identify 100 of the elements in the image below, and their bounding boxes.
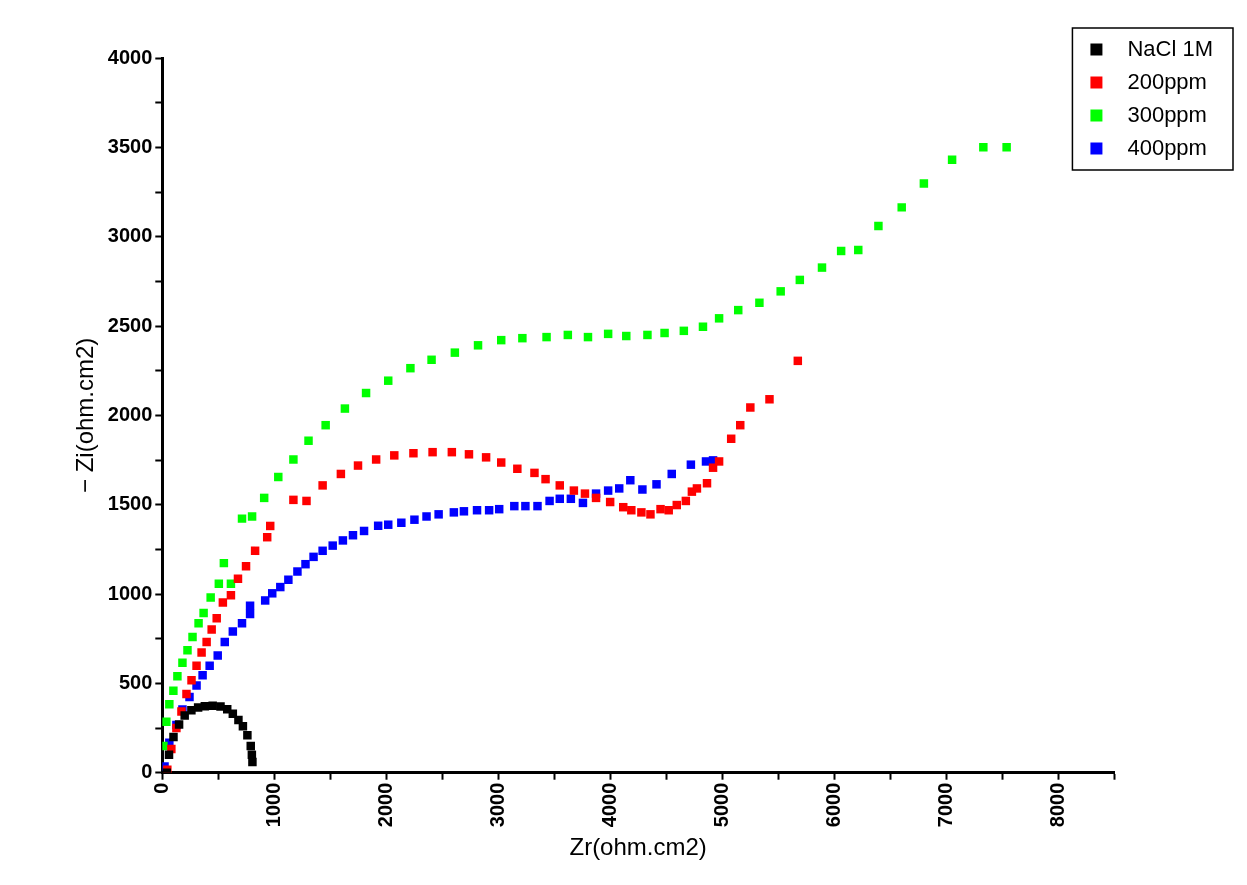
point: [450, 348, 460, 357]
point: [321, 420, 330, 430]
point: [714, 457, 724, 466]
point: [533, 501, 542, 511]
point: [390, 451, 399, 460]
point: [569, 486, 579, 495]
y-tick-label: 3000: [107, 224, 153, 247]
point: [199, 608, 208, 618]
point: [755, 298, 764, 308]
point: [708, 463, 718, 472]
point: [637, 508, 646, 517]
x-tick-label: 3000: [485, 782, 508, 828]
point: [241, 562, 251, 571]
point: [698, 322, 708, 331]
point: [202, 637, 211, 647]
point: [473, 341, 483, 350]
point: [289, 455, 298, 464]
point: [237, 619, 247, 628]
point: [580, 489, 590, 498]
point: [410, 515, 419, 524]
point: [248, 757, 257, 767]
point: [1002, 142, 1011, 152]
point: [521, 501, 530, 511]
point: [193, 703, 203, 712]
y-tick-label: 2500: [107, 313, 153, 336]
x-tick-label: 2000: [373, 782, 396, 828]
point: [622, 331, 631, 341]
point: [260, 596, 270, 605]
point: [686, 460, 696, 469]
point: [208, 701, 217, 710]
y-tick-label: 500: [118, 670, 153, 693]
point: [268, 589, 277, 598]
x-tick-label: 6000: [821, 782, 844, 828]
point: [643, 330, 652, 340]
point: [304, 436, 313, 445]
point: [409, 448, 418, 458]
point: [228, 627, 238, 636]
point: [555, 481, 565, 490]
point: [301, 559, 310, 569]
point: [397, 518, 406, 527]
point: [513, 464, 522, 474]
point: [245, 601, 255, 610]
point: [205, 661, 214, 671]
point: [187, 676, 196, 685]
legend-label: NaCl 1M: [1127, 35, 1214, 61]
point: [614, 484, 624, 493]
point: [180, 711, 189, 720]
y-tick-label: 1500: [107, 492, 153, 515]
point: [384, 376, 393, 385]
point: [518, 333, 527, 343]
point: [422, 512, 431, 521]
point: [274, 472, 283, 482]
y-tick-label: 1000: [107, 581, 153, 604]
point: [243, 730, 252, 740]
point: [765, 395, 774, 404]
point: [947, 155, 957, 164]
point: [736, 420, 745, 430]
point: [212, 613, 221, 623]
point: [302, 496, 311, 506]
y-tick-label: 3500: [107, 134, 153, 157]
point: [194, 619, 203, 628]
point: [206, 593, 215, 602]
point: [371, 455, 381, 464]
point: [692, 484, 702, 493]
point: [481, 453, 491, 462]
point: [188, 632, 197, 642]
point: [510, 501, 519, 511]
point: [746, 403, 755, 412]
legend-label: 400ppm: [1127, 134, 1207, 160]
point: [213, 651, 222, 660]
point: [979, 142, 988, 152]
point: [646, 510, 655, 519]
point: [318, 546, 327, 556]
point: [449, 508, 459, 517]
point: [289, 495, 298, 505]
x-tick-label: 7000: [933, 782, 956, 828]
point: [340, 404, 350, 413]
point: [714, 314, 724, 323]
point: [237, 514, 247, 523]
point: [276, 582, 285, 592]
x-tick-label: 4000: [597, 782, 620, 828]
point: [428, 447, 437, 457]
point: [897, 203, 906, 212]
point: [178, 658, 187, 668]
point: [542, 332, 551, 342]
x-tick-label: 1000: [261, 782, 284, 828]
point: [247, 512, 257, 521]
point: [434, 510, 443, 519]
point: [530, 468, 539, 478]
point: [776, 287, 785, 296]
point: [656, 504, 665, 514]
legend-label: 200ppm: [1127, 68, 1207, 94]
point: [603, 486, 613, 495]
point: [173, 671, 182, 681]
point: [233, 574, 243, 583]
x-tick-label: 5000: [709, 782, 732, 828]
point: [854, 245, 863, 255]
point: [427, 355, 436, 365]
point: [328, 541, 337, 550]
point: [192, 661, 201, 671]
